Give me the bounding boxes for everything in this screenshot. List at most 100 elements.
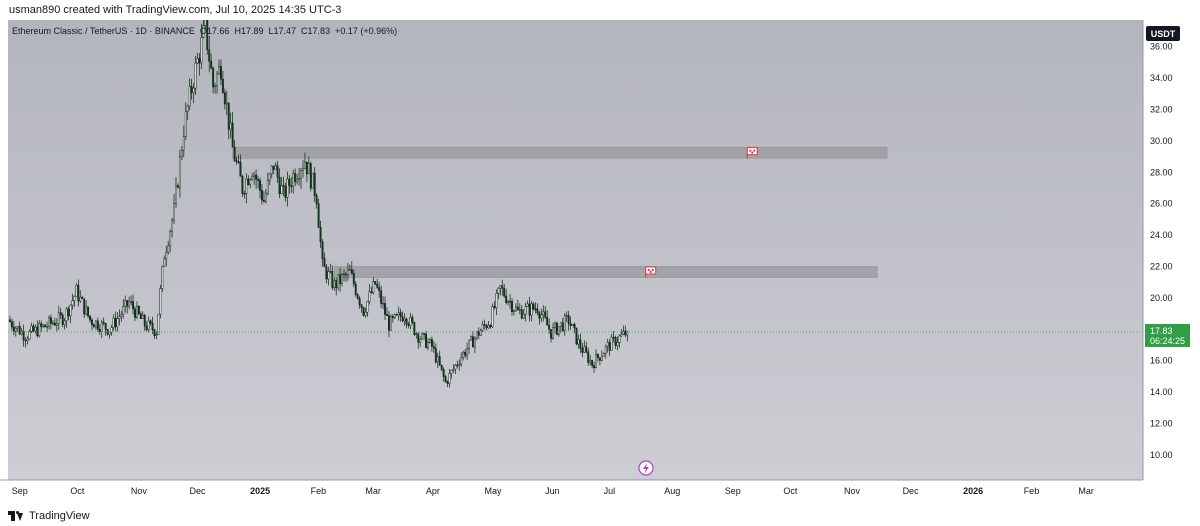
candle-body [552,326,554,339]
x-tick-label: Sep [12,486,28,496]
candle [612,330,615,343]
candle-body [210,60,213,69]
candle [495,289,498,316]
candle-body [454,364,457,370]
candle-body [128,301,131,307]
candle-body [487,325,490,329]
candle-body [34,326,37,332]
y-tick-label: 24.00 [1150,230,1173,240]
tradingview-logo[interactable]: TradingView [8,509,90,523]
currency-badge[interactable] [1146,26,1180,41]
candle-body [388,315,390,331]
candle [468,339,470,355]
candle [501,279,504,296]
candle [180,146,183,161]
candle-body [122,306,125,315]
candle [175,177,177,208]
candle [81,295,84,299]
candle [178,149,181,198]
candle-body [173,203,175,221]
candle-body [67,308,70,317]
candle-body [220,66,222,80]
y-tick-label: 28.00 [1150,167,1173,177]
candle [524,302,527,322]
candle [583,340,586,353]
candle [196,52,199,65]
candle-body [192,87,195,93]
candle [173,194,175,224]
candle-body [87,306,90,317]
y-tick-label: 22.00 [1150,261,1173,271]
candle-body [321,241,324,259]
candle [110,324,113,336]
candle-body [53,322,56,326]
candle-body [534,308,537,310]
candle [296,173,299,185]
resistance-zone[interactable] [333,266,878,278]
candle-body [284,185,287,198]
candle [30,322,33,333]
candle-body [557,326,560,335]
candle [581,342,584,358]
candle [356,293,359,300]
candle [63,318,66,330]
candle [333,277,336,291]
candle-body [413,322,416,335]
candle-body [319,227,322,243]
resistance-zone[interactable] [232,146,888,159]
lightning-icon[interactable] [638,460,654,476]
candle [116,311,119,332]
candle [171,217,174,238]
candle-body [255,174,258,180]
candle-body [100,321,103,332]
x-tick-label: Aug [664,486,680,496]
candle-body [304,161,306,169]
candle-body [61,314,64,325]
ohlc-legend: Ethereum Classic / TetherUS · 1D · BINAN… [12,26,397,36]
candle [438,350,441,367]
candle [65,306,68,328]
candle-body [198,58,201,64]
candle [61,312,64,328]
candle [563,313,566,336]
candle [343,269,345,282]
price-chart[interactable]: 10.0012.0014.0016.0018.0020.0022.0024.00… [0,20,1200,506]
candle [339,267,342,292]
y-tick-label: 32.00 [1150,104,1173,114]
candle [200,24,203,70]
candle-body [93,324,95,328]
candle [579,333,582,354]
candle-body [350,269,353,274]
candle [67,306,70,321]
candle-body [405,318,408,325]
candle [456,360,459,369]
chart-area[interactable]: 10.0012.0014.0016.0018.0020.0022.0024.00… [0,20,1200,506]
candle [462,350,465,361]
candle [391,314,394,323]
candle-body [425,333,427,348]
candle [137,304,140,316]
candle [518,303,521,315]
candle [313,166,316,202]
candle [389,314,392,331]
candle-body [102,321,105,324]
candle-body [249,179,252,185]
candle-body [200,37,203,64]
candle-body [151,322,154,331]
candle-body [391,315,394,318]
candle-body [434,348,437,363]
candle-body [323,258,326,268]
candle-body [71,300,74,306]
candle [294,168,297,186]
candle [616,336,619,351]
candle [595,349,597,369]
candle [440,364,443,372]
candle-body [514,306,517,311]
candle-body [83,298,86,315]
candle-body [577,339,580,345]
candle-body [520,309,523,319]
candle-body [325,266,328,280]
candle [198,53,201,76]
candle-body [212,68,215,88]
candle [415,331,418,339]
